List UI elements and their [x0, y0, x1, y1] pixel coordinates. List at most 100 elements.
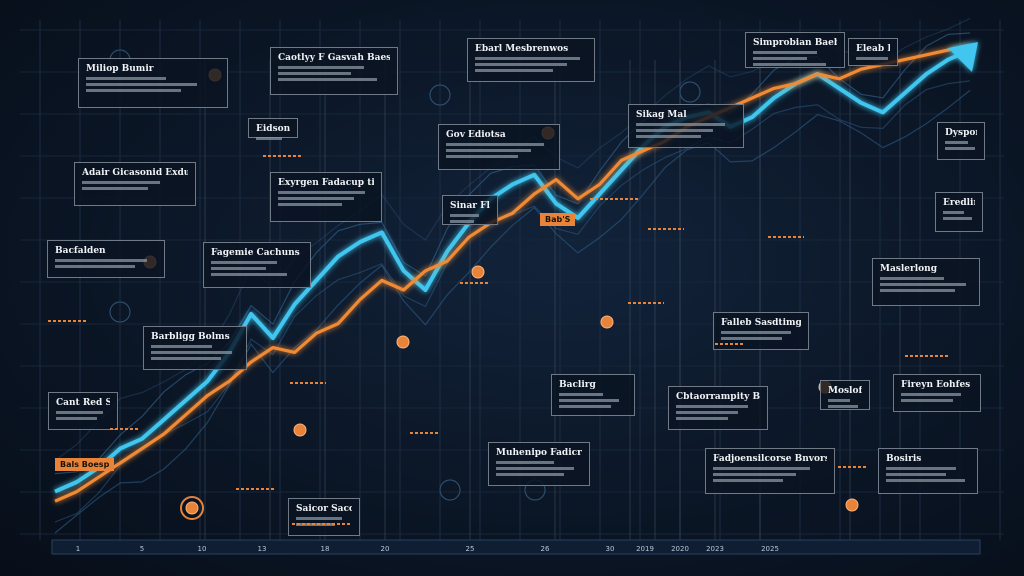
- callout-text-line: [880, 283, 966, 286]
- callout-text-line: [753, 63, 827, 66]
- x-tick-label: 5: [140, 545, 144, 553]
- callout-text-line: [86, 83, 198, 86]
- callout-title: Fireyn Eohfes Gfay: [901, 380, 973, 390]
- callout-title: Saicor Sacota: [296, 504, 352, 514]
- callout-box: Eidsoniir: [248, 118, 298, 140]
- callout-title: Eleab Bulol: [856, 44, 890, 54]
- x-tick-label: 2023: [706, 545, 724, 553]
- callout-box: Falleb Sasdtimgln: [713, 312, 809, 350]
- accent-dash: [263, 155, 303, 157]
- callout-title: Eidsoniir: [256, 124, 290, 134]
- callout-box: Sinar Flabbl: [442, 195, 498, 225]
- callout-title: Moslofest: [828, 386, 862, 396]
- callout-title: Bacfalden: [55, 246, 106, 256]
- x-tick-label: 1: [76, 545, 80, 553]
- callout-text-line: [636, 129, 713, 132]
- callout-title: Cant Red Sipgirtor: [56, 398, 110, 408]
- accent-dash: [905, 355, 949, 357]
- callout-box: Baclirg: [551, 374, 635, 416]
- callout-text-line: [496, 467, 575, 470]
- x-tick-label: 13: [258, 545, 267, 553]
- callout-text-line: [86, 89, 182, 92]
- callout-title: Adair Gicasonid Exdutor: [82, 168, 188, 178]
- callout-box: Simprobian Baebor: [745, 32, 845, 68]
- callout-box: Fadjoensilcorse Bnvors: [705, 448, 835, 494]
- callout-text-line: [880, 289, 955, 292]
- callout-text-line: [901, 393, 962, 396]
- callout-text-line: [943, 211, 965, 214]
- callout-title: Simprobian Baebor: [753, 38, 837, 48]
- callout-text-line: [945, 141, 968, 144]
- callout-text-line: [559, 405, 611, 408]
- callout-text-line: [151, 351, 232, 354]
- callout-title: Dysporimog: [945, 128, 977, 138]
- callout-box: Muhenipo Fadicr Fadd Ekoiz: [488, 442, 590, 486]
- x-tick-label: 2020: [671, 545, 689, 553]
- callout-box: Saicor Sacota: [288, 498, 360, 536]
- callout-title: Exyrgen Fadacup timds: [278, 178, 374, 188]
- callout-title: Miliop Bumir: [86, 64, 154, 74]
- marker-node: [471, 265, 485, 279]
- callout-text-line: [828, 405, 859, 408]
- callout-box: Bacfalden: [47, 240, 165, 278]
- callout-box: Caotlyy F Gasvah Baestcotiv: [270, 47, 398, 95]
- callout-text-line: [211, 273, 288, 276]
- callout-text-line: [278, 72, 351, 75]
- callout-text-line: [82, 187, 148, 190]
- series-line-2: [54, 43, 971, 503]
- accent-dash: [838, 466, 866, 468]
- accent-dash: [715, 343, 745, 345]
- callout-text-line: [713, 467, 810, 470]
- callout-text-line: [278, 78, 377, 81]
- callout-box: Fagemie Cachuns: [203, 242, 311, 288]
- callout-text-line: [278, 203, 343, 206]
- marker-node: [185, 501, 199, 515]
- callout-title: Bosiris: [886, 454, 922, 464]
- accent-dash: [290, 382, 326, 384]
- callout-text-line: [446, 143, 544, 146]
- callout-text-line: [886, 479, 965, 482]
- callout-box: Ebarl Mesbrenwos: [467, 38, 595, 82]
- callout-box: Adair Gicasonid Exdutor: [74, 162, 196, 206]
- x-tick-label: 10: [198, 545, 207, 553]
- callout-text-line: [856, 57, 888, 60]
- trend-arrow-head: [948, 42, 978, 72]
- callout-title: Cbtaorrampity Bewotes: [676, 392, 760, 402]
- callout-text-line: [55, 265, 135, 268]
- accent-dash: [48, 320, 88, 322]
- orange-tag: Bals Boesp: [55, 458, 115, 471]
- callout-text-line: [713, 473, 797, 476]
- callout-box: Sikag Mal: [628, 104, 744, 148]
- callout-text-line: [450, 220, 475, 223]
- callout-title: Fagemie Cachuns: [211, 248, 300, 258]
- callout-text-line: [753, 57, 807, 60]
- callout-box: Bosiris: [878, 448, 978, 494]
- callout-text-line: [475, 57, 581, 60]
- callout-text-line: [446, 155, 519, 158]
- callout-title: Ebarl Mesbrenwos: [475, 44, 569, 54]
- callout-box: Eredlimg: [935, 192, 983, 232]
- x-tick-label: 20: [381, 545, 390, 553]
- callout-text-line: [82, 181, 161, 184]
- callout-box: Dysporimog: [937, 122, 985, 160]
- x-tick-label: 30: [606, 545, 615, 553]
- x-tick-label: 2019: [636, 545, 654, 553]
- callout-text-line: [886, 473, 946, 476]
- accent-dash: [648, 228, 684, 230]
- callout-text-line: [475, 63, 567, 66]
- callout-title: Falleb Sasdtimgln: [721, 318, 801, 328]
- callout-text-line: [880, 277, 945, 280]
- callout-text-line: [86, 77, 167, 80]
- callout-title: Gov Ediotsa: [446, 130, 506, 140]
- callout-title: Maslerlong: [880, 264, 938, 274]
- callout-text-line: [496, 461, 555, 464]
- callout-text-line: [296, 517, 342, 520]
- callout-title: Eredlimg: [943, 198, 975, 208]
- series-line-1: [54, 48, 971, 494]
- callout-text-line: [943, 217, 972, 220]
- callout-box: Maslerlong: [872, 258, 980, 306]
- background-wave-line: [54, 80, 971, 523]
- decor-circle-icon: [109, 301, 131, 323]
- accent-dash: [460, 282, 490, 284]
- callout-text-line: [56, 417, 97, 420]
